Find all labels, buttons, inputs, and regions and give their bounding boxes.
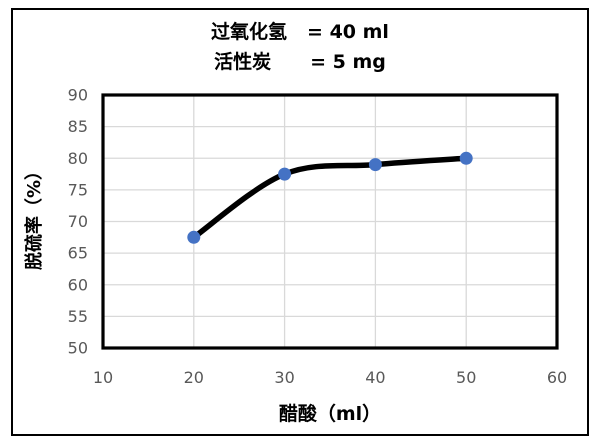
data-point-marker <box>278 167 292 181</box>
title-line2-label: 活性炭 <box>214 51 272 73</box>
y-axis-tick-label: 70 <box>68 212 88 231</box>
y-axis-title: 脱硫率（%） <box>24 161 45 271</box>
title-line2-value: = 5 mg <box>310 51 386 73</box>
chart-title: 过氧化氢 = 40 ml 活性炭 = 5 mg <box>0 17 600 77</box>
data-point-marker <box>459 151 473 165</box>
x-axis-tick-label: 10 <box>93 368 113 387</box>
plot-area-border <box>101 93 559 350</box>
y-axis-tick-label: 75 <box>68 180 88 199</box>
x-axis-tick-label: 40 <box>365 368 385 387</box>
y-axis-tick-label: 50 <box>68 339 88 358</box>
chart-title-line-1: 过氧化氢 = 40 ml <box>211 17 389 47</box>
title-line1-value: = 40 ml <box>307 21 389 43</box>
y-axis-tick-label: 60 <box>68 275 88 294</box>
figure-border <box>11 8 589 436</box>
y-axis-tick-label: 55 <box>68 307 88 326</box>
y-axis-tick-label: 85 <box>68 117 88 136</box>
title-line1-label: 过氧化氢 <box>211 21 288 43</box>
data-point-marker <box>368 158 382 172</box>
data-line <box>191 155 469 241</box>
chart-title-line-2: 活性炭 = 5 mg <box>214 47 386 77</box>
x-axis-title: 醋酸（ml） <box>278 403 382 425</box>
data-point-marker <box>187 230 201 244</box>
x-axis-tick-label: 30 <box>274 368 294 387</box>
y-axis-tick-label: 90 <box>68 86 88 105</box>
x-axis-tick-label: 50 <box>456 368 476 387</box>
x-axis-tick-label: 20 <box>184 368 204 387</box>
y-axis-tick-label: 65 <box>68 244 88 263</box>
y-axis-tick-label: 80 <box>68 149 88 168</box>
x-axis-tick-label: 60 <box>547 368 567 387</box>
